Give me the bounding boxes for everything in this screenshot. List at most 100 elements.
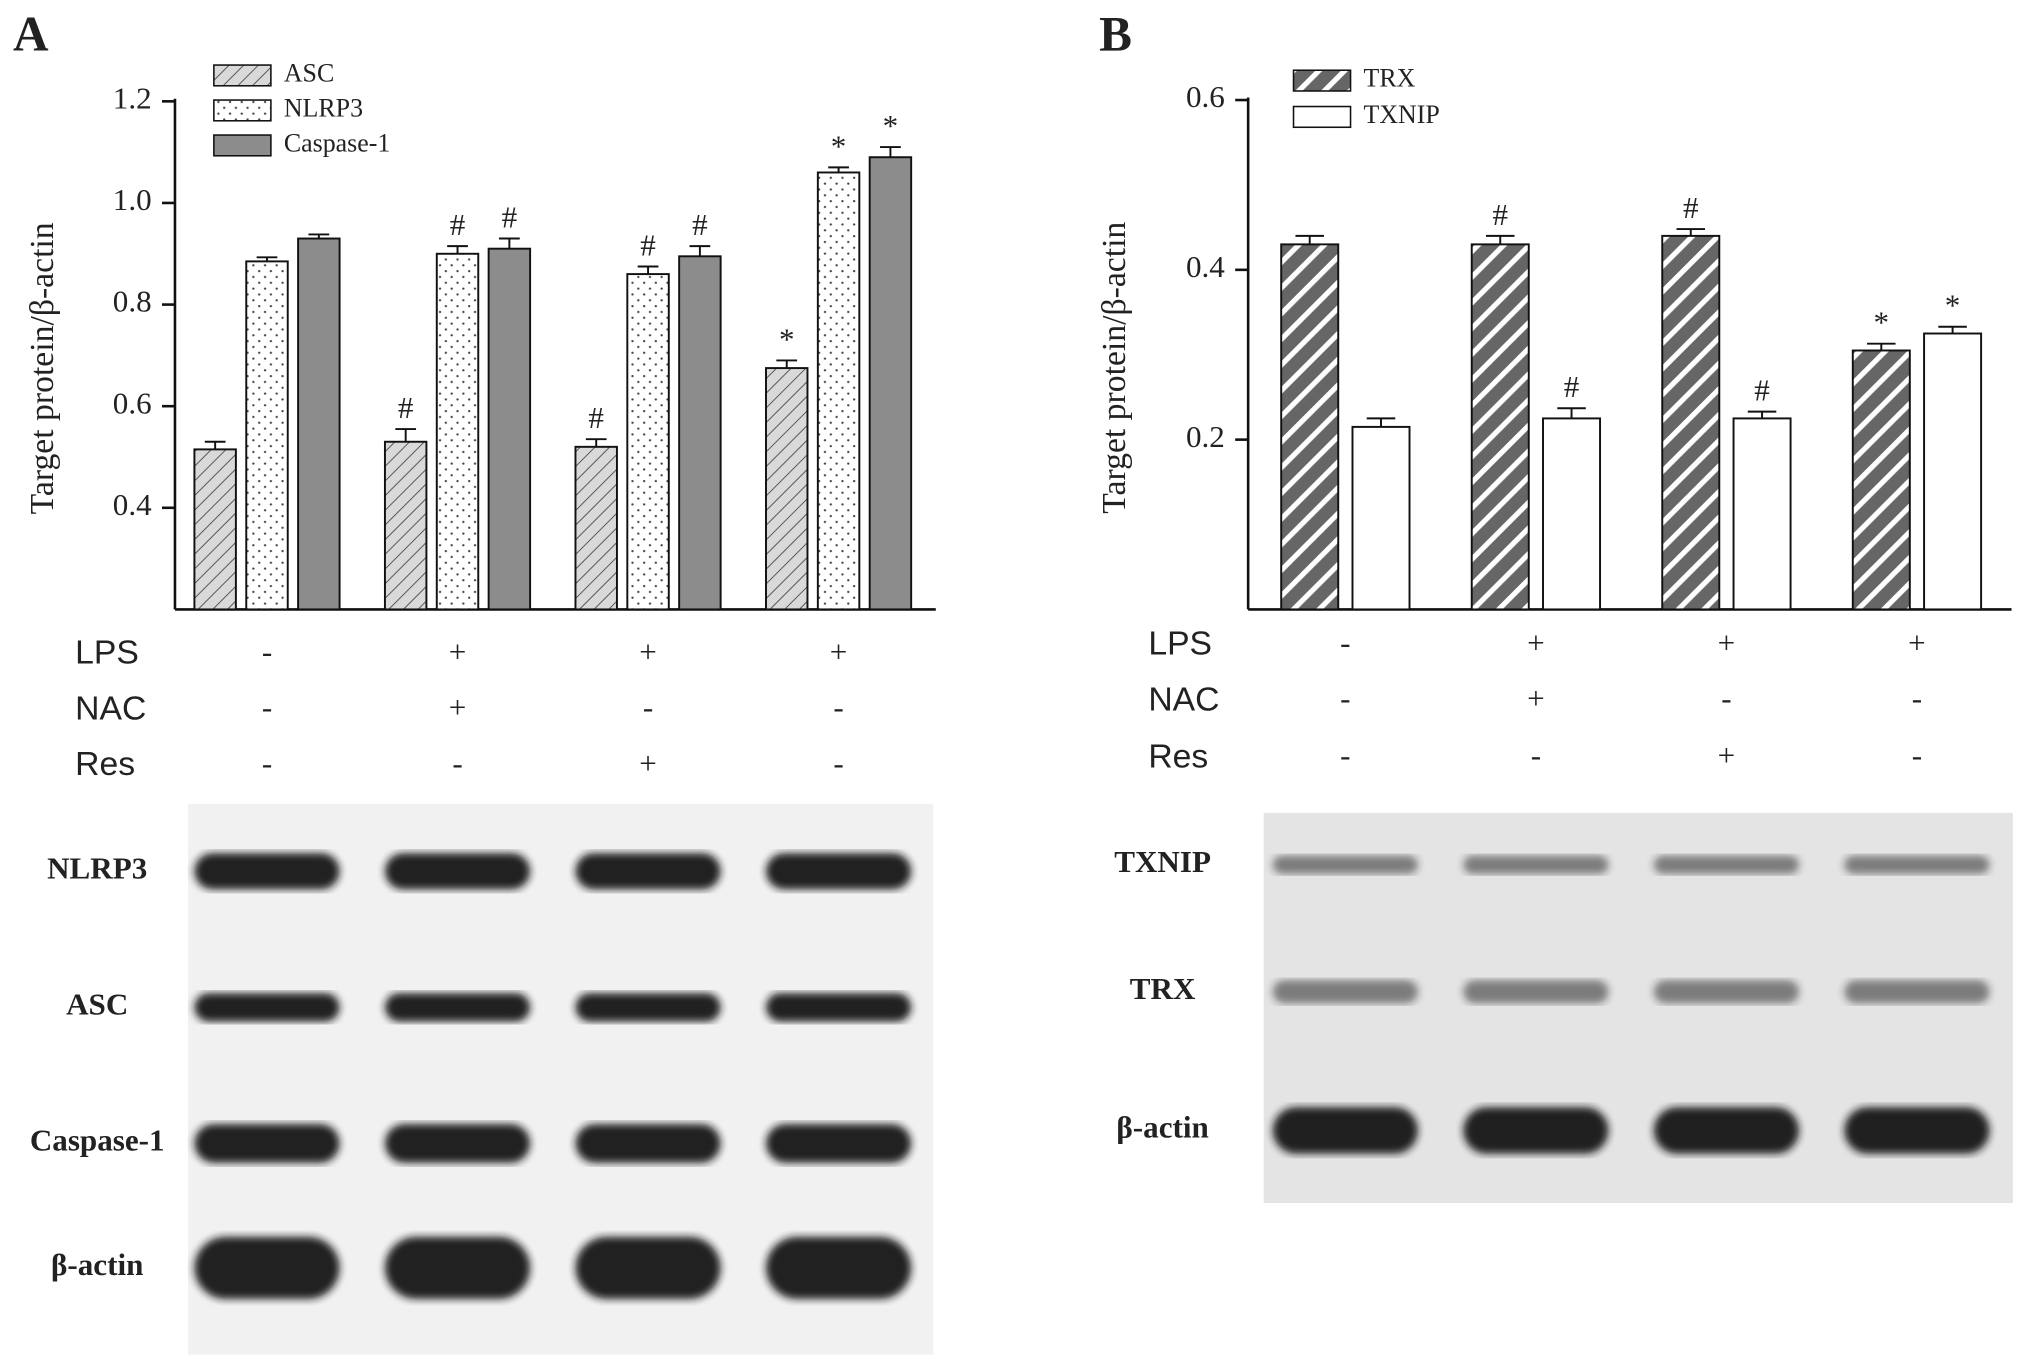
significance-marker: # [450, 207, 466, 242]
blot-label: β-actin [1116, 1110, 1208, 1145]
treatment-sign: - [1912, 681, 1922, 716]
error-bar [1557, 407, 1586, 419]
blot-label: TRX [1130, 971, 1196, 1006]
treatment-sign: - [643, 690, 653, 725]
bar [816, 171, 861, 611]
blot-label: ASC [66, 986, 128, 1021]
treatment-sign: + [449, 690, 467, 725]
treatment-label: Res [1148, 738, 1208, 775]
error-bar [689, 245, 711, 257]
treatment-label: LPS [1148, 626, 1212, 663]
significance-marker: # [398, 390, 414, 425]
blot-band [1844, 980, 1990, 1004]
bar [245, 260, 289, 611]
treatment-sign: - [833, 745, 843, 780]
bar [574, 445, 618, 611]
blot-label: TXNIP [1114, 844, 1211, 879]
blot-band [1653, 855, 1799, 874]
bar [1351, 425, 1411, 611]
bar [1542, 417, 1602, 611]
y-tick-label: 1.2 [113, 80, 152, 115]
bar [626, 273, 670, 611]
error-bar [585, 438, 607, 447]
treatment-sign: + [830, 634, 848, 669]
blot-label: NLRP3 [47, 850, 147, 885]
significance-marker: # [1492, 197, 1508, 232]
significance-marker: # [1754, 373, 1770, 408]
significance-marker: * [779, 321, 795, 356]
bar [487, 247, 532, 611]
treatment-sign: + [1908, 625, 1926, 660]
treatment-sign: - [833, 690, 843, 725]
error-bar [1867, 342, 1896, 351]
y-tick-label: 0.8 [113, 284, 152, 319]
y-tick-label: 0.4 [1186, 249, 1225, 284]
blot-band [1463, 855, 1609, 874]
blot-band [1653, 1107, 1799, 1154]
bar [1732, 417, 1792, 611]
blot-band [765, 853, 912, 890]
blot-band [194, 993, 340, 1022]
bar [297, 237, 341, 611]
legend-label: TRX [1364, 64, 1416, 93]
blot-band [384, 853, 531, 890]
treatment-sign: - [452, 745, 462, 780]
y-tick-label: 0.4 [113, 487, 152, 522]
error-bar [204, 440, 226, 450]
blot-band [575, 1123, 721, 1163]
bar [1470, 243, 1530, 611]
treatment-sign: + [1527, 681, 1545, 716]
bar [1851, 349, 1911, 611]
blot-band [575, 1236, 721, 1299]
legend-label: NLRP3 [284, 93, 363, 122]
blot-band [194, 1236, 340, 1299]
legend-swatch [213, 134, 272, 157]
significance-marker: # [1683, 190, 1699, 225]
error-bar [828, 166, 849, 173]
bar [678, 255, 722, 611]
blot-band [1272, 980, 1418, 1004]
blot-band [1272, 855, 1418, 874]
blot-band [765, 1236, 912, 1299]
treatment-label: NAC [1148, 681, 1219, 718]
significance-marker: # [588, 400, 604, 435]
y-axis-label: Target protein/β-actin [24, 222, 61, 514]
panel-label: A [13, 6, 49, 61]
error-bar [776, 359, 798, 369]
treatment-sign: + [639, 745, 657, 780]
legend-label: Caspase-1 [284, 128, 390, 157]
blot-band [1463, 1107, 1609, 1154]
significance-marker: # [502, 200, 518, 235]
treatment-sign: - [262, 745, 272, 780]
treatment-sign: - [1531, 738, 1541, 773]
blot-band [1844, 1107, 1990, 1154]
panel-label: B [1099, 6, 1132, 61]
blot-band [1463, 980, 1609, 1004]
treatment-sign: + [1527, 625, 1545, 660]
legend-label: TXNIP [1364, 100, 1440, 129]
significance-marker: # [640, 227, 656, 262]
bar [435, 252, 480, 611]
bar [193, 448, 237, 611]
bar [1280, 243, 1340, 611]
error-bar [256, 256, 278, 262]
bar [1661, 234, 1721, 611]
treatment-sign: - [1721, 681, 1731, 716]
blot-band [575, 993, 721, 1022]
treatment-sign: + [1718, 738, 1736, 773]
legend-swatch [213, 64, 272, 87]
error-bar [499, 237, 520, 249]
y-axis-label: Target protein/β-actin [1096, 222, 1133, 514]
blot-band [384, 993, 531, 1022]
error-bar [1938, 325, 1967, 334]
blot-band [765, 1123, 912, 1163]
error-bar [1366, 417, 1396, 427]
significance-marker: # [692, 207, 708, 242]
error-bar [880, 146, 901, 158]
significance-marker: * [1945, 288, 1961, 323]
significance-marker: # [1564, 369, 1580, 404]
error-bar [637, 265, 659, 275]
treatment-label: LPS [75, 635, 139, 672]
error-bar [308, 233, 330, 239]
